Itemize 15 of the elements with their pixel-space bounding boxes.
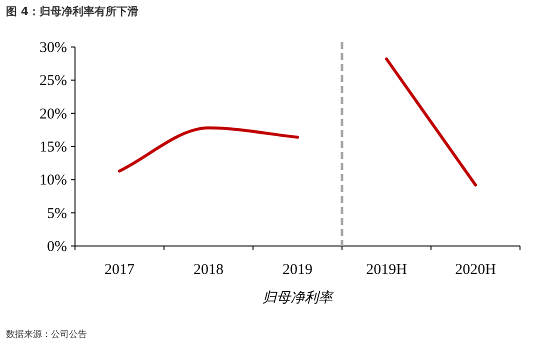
x-tick-label: 2017 bbox=[104, 262, 135, 278]
x-tick-label: 2019 bbox=[282, 262, 312, 278]
y-tick-label: 0% bbox=[47, 239, 67, 255]
x-axis-title: 归母净利率 bbox=[262, 290, 334, 306]
x-tick-label: 2020H bbox=[455, 262, 496, 278]
x-tick-label: 2019H bbox=[366, 262, 408, 278]
y-tick-label: 10% bbox=[40, 172, 67, 189]
y-tick-label: 5% bbox=[47, 206, 67, 222]
y-tick-label: 15% bbox=[40, 140, 67, 156]
y-tick-label: 30% bbox=[40, 40, 67, 56]
x-tick-label: 2018 bbox=[194, 262, 224, 278]
y-tick-label: 20% bbox=[40, 106, 67, 122]
chart-title: 图 4：归母净利率有所下滑 bbox=[6, 5, 138, 18]
y-tick-label: 25% bbox=[40, 73, 67, 90]
source-note: 数据来源：公司公告 bbox=[6, 329, 87, 340]
